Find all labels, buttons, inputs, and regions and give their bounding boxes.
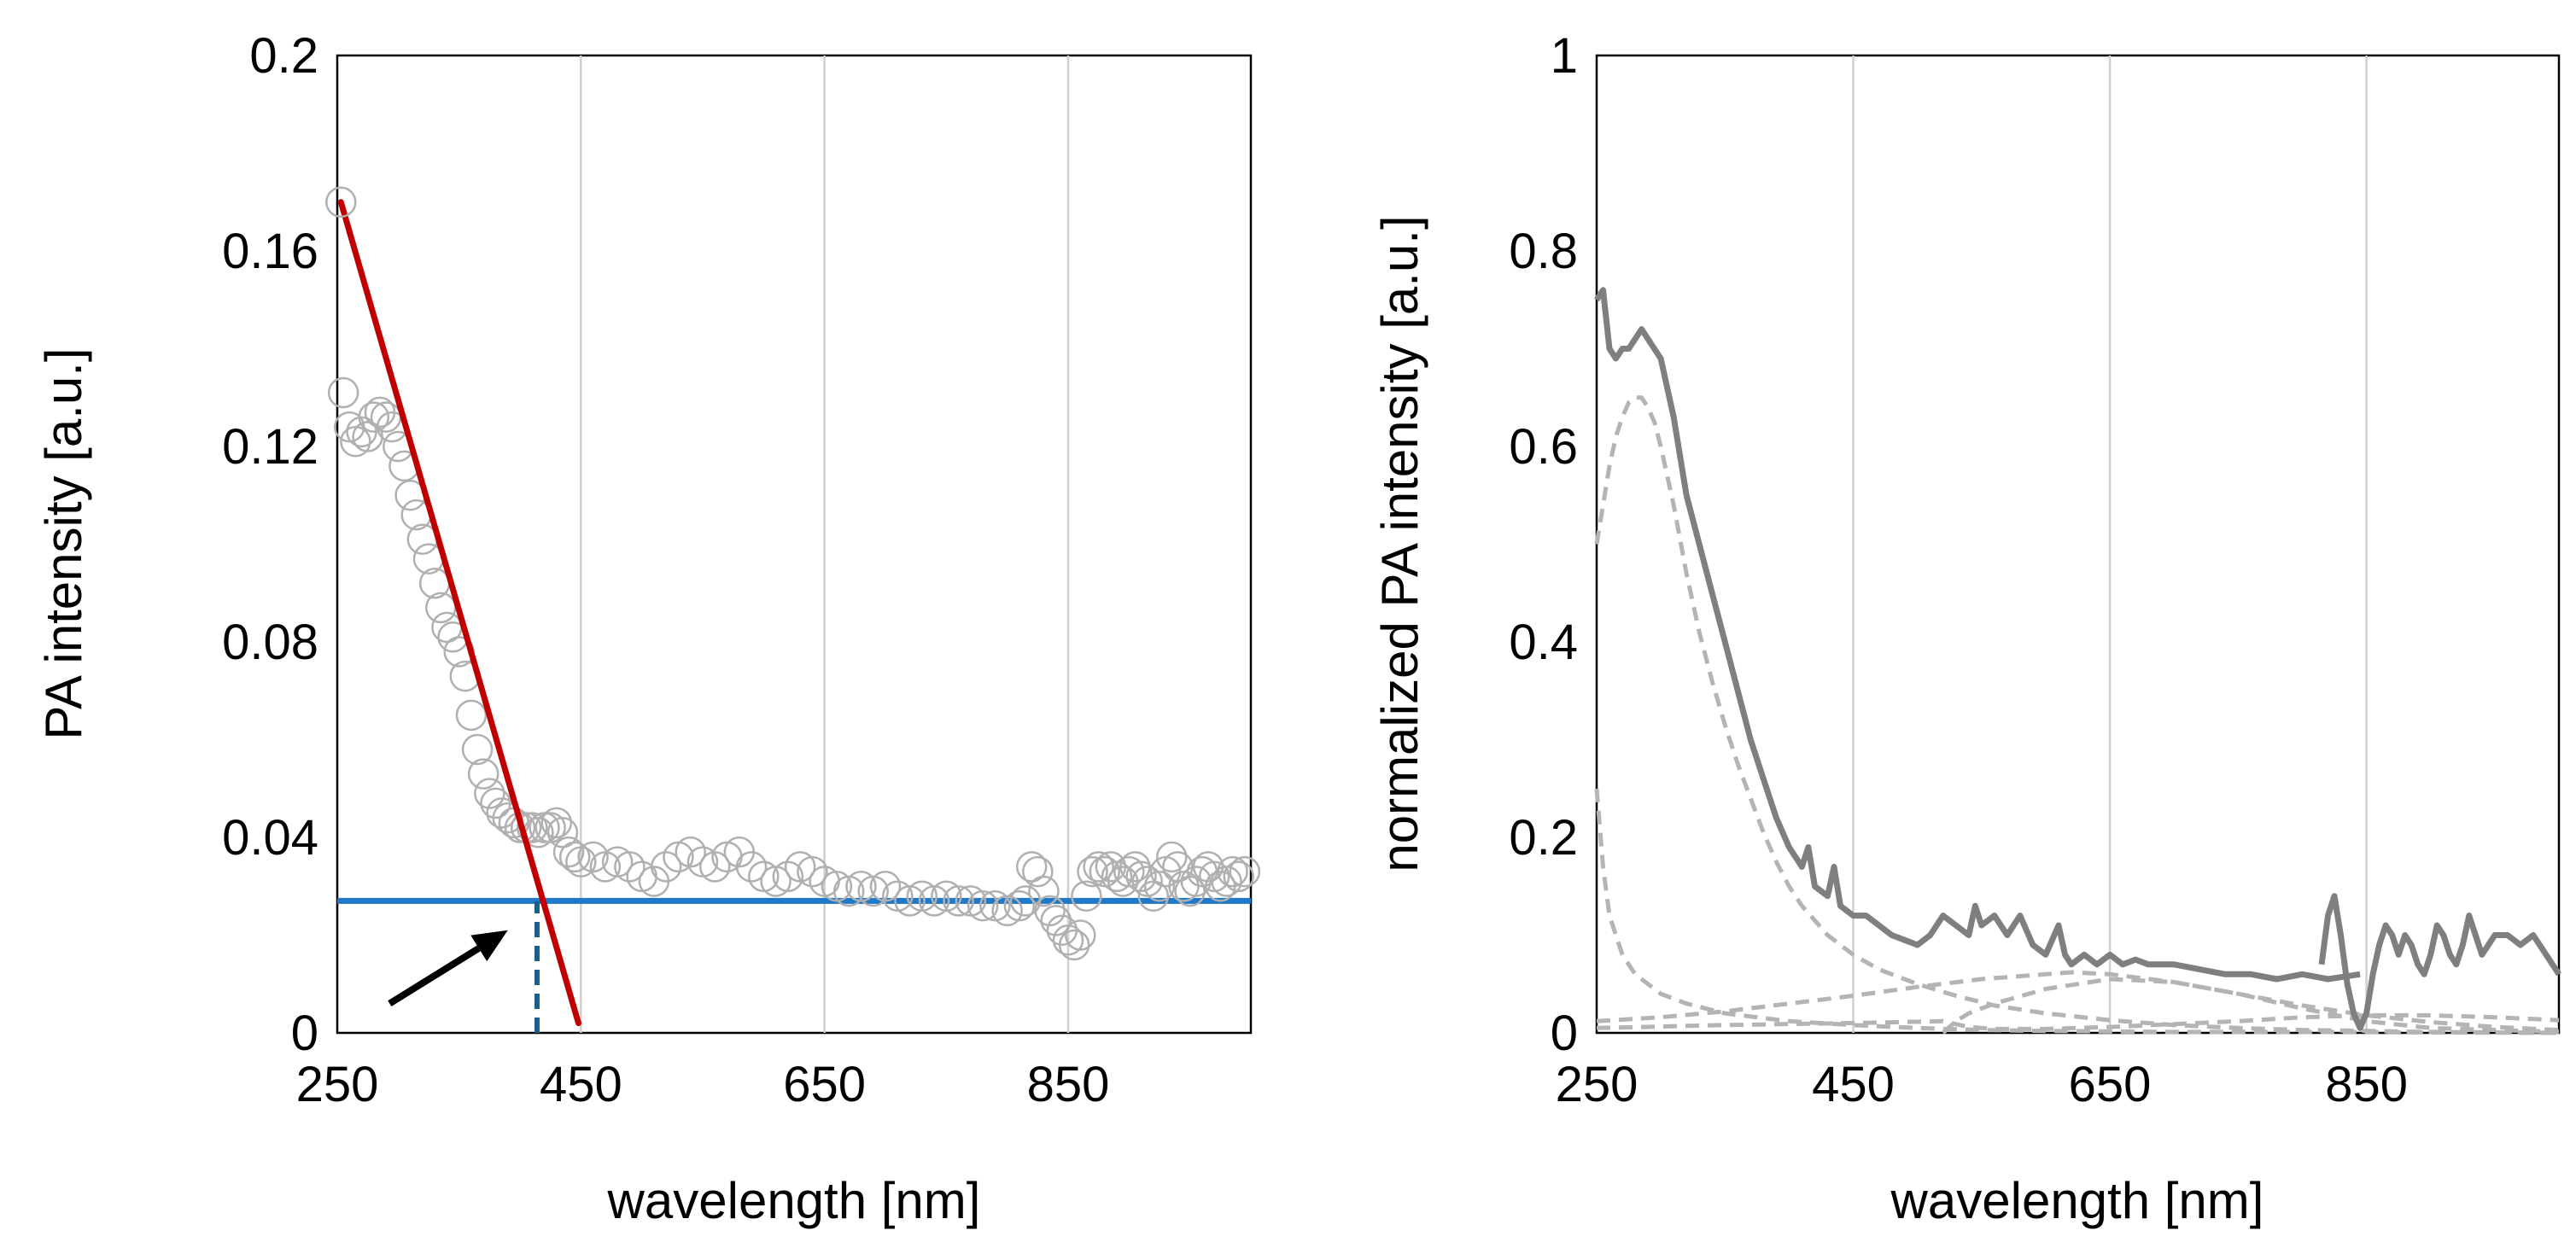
right-y-tick-label: 1 [1551, 28, 1578, 84]
right-chart-panel: 250 450 650 850 0 0.2 0.4 0.6 0.8 1 wavelength [… [1371, 28, 2561, 1229]
data-point-circle [1071, 880, 1102, 912]
data-point-circle [546, 817, 579, 849]
left-y-tick-label: 0.12 [222, 419, 318, 475]
right-x-tick-label: 850 [2325, 1057, 2408, 1112]
right-y-tick-label: 0.8 [1509, 224, 1578, 279]
fit-component-dashed-line [1596, 1012, 2560, 1031]
left-series-layer [325, 186, 1261, 1033]
data-point-circle [1143, 871, 1176, 902]
spectrum-line [1594, 287, 2361, 983]
data-point-circle [517, 812, 548, 843]
data-point-circle [1174, 875, 1206, 907]
data-point-circle [1022, 855, 1054, 888]
arrow-shaft [388, 945, 481, 1007]
right-y-axis-label: normalized PA intensity [a.u.] [1371, 215, 1428, 872]
right-x-tick-label: 650 [2069, 1057, 2152, 1112]
data-point-circle [558, 841, 591, 873]
fit-component-dashed-line [1594, 788, 2560, 1035]
arrow-head [470, 930, 508, 962]
data-point-circle [1083, 851, 1114, 883]
left-x-tick-labels: 250 450 650 850 [296, 1057, 1110, 1112]
data-point-circle [1040, 905, 1072, 936]
right-vertical-gridlines [1852, 55, 2368, 1033]
data-point-circle [461, 733, 494, 766]
data-point-circle [540, 807, 573, 839]
data-point-circle [327, 376, 359, 409]
data-point-circle [1003, 889, 1036, 922]
right-x-tick-label: 450 [1812, 1057, 1895, 1112]
spectrum-line-tail [2318, 893, 2561, 1031]
data-point-circle [772, 860, 804, 893]
data-point-circle [1223, 860, 1254, 893]
data-point-circle [1125, 860, 1157, 893]
left-plot-frame [336, 54, 1253, 1035]
right-y-tick-label: 0 [1551, 1006, 1578, 1061]
right-y-tick-label: 0.4 [1509, 615, 1578, 670]
right-y-tick-labels: 0 0.2 0.4 0.6 0.8 1 [1509, 28, 1578, 1061]
left-x-tick-label: 850 [1027, 1057, 1110, 1112]
data-point-circle [467, 758, 499, 790]
data-point-circle [1065, 919, 1096, 951]
right-series-layer [1594, 287, 2561, 1035]
right-x-tick-label: 250 [1556, 1057, 1638, 1112]
data-point-circle [370, 401, 402, 433]
left-y-tick-label: 0.2 [249, 28, 318, 84]
left-y-axis-label: PA intensity [a.u.] [35, 347, 92, 739]
data-point-circle [1015, 851, 1048, 883]
left-x-tick-label: 650 [783, 1057, 866, 1112]
data-point-circle [1077, 855, 1108, 888]
data-point-circle [455, 699, 488, 732]
data-point-circle [735, 851, 768, 883]
left-x-tick-label: 450 [540, 1057, 622, 1112]
data-point-circle [869, 871, 902, 902]
left-vertical-gridlines [580, 55, 1070, 1033]
data-point-circle [1058, 929, 1090, 961]
data-point-circle [552, 836, 585, 868]
data-point-circle [1034, 895, 1066, 927]
left-y-tick-label: 0 [291, 1006, 318, 1061]
left-y-tick-labels: 0 0.04 0.08 0.12 0.16 0.2 [222, 28, 318, 1061]
data-point-circle [675, 836, 706, 868]
data-point-circle [577, 841, 609, 873]
right-plot-frame [1595, 54, 2561, 1035]
data-point-circle [614, 851, 645, 883]
left-chart-panel: 250 450 650 850 0 0.04 0.08 0.12 0.16 0.2 wavele… [35, 28, 1261, 1229]
fit-component-dashed-line [1596, 970, 2560, 1033]
fit-component-dashed-line [1942, 977, 2560, 1035]
fit-component-dashed-line [1594, 395, 2560, 1035]
left-y-tick-label: 0.08 [222, 615, 318, 670]
left-x-tick-label: 250 [296, 1057, 379, 1112]
left-x-axis-label: wavelength [nm] [607, 1172, 981, 1229]
data-point-circle [650, 851, 682, 883]
left-y-tick-label: 0.16 [222, 224, 318, 279]
right-x-axis-label: wavelength [nm] [1890, 1172, 2264, 1229]
data-point-circle [1229, 855, 1261, 888]
data-point-circle [1137, 880, 1170, 912]
data-point-circle [1028, 875, 1060, 907]
data-point-circle [358, 401, 390, 433]
right-y-tick-label: 0.2 [1509, 810, 1578, 866]
data-point-circle [699, 851, 731, 883]
left-y-tick-label: 0.04 [222, 810, 318, 866]
right-y-tick-label: 0.6 [1509, 419, 1578, 475]
data-point-circle [797, 855, 828, 888]
data-point-circle [943, 885, 974, 917]
data-point-circle [1217, 855, 1248, 888]
fit-start-circle [325, 186, 357, 218]
right-x-tick-labels: 250 450 650 850 [1556, 1057, 2408, 1112]
data-point-circle [1156, 841, 1188, 873]
data-point-circle [967, 889, 999, 922]
data-point-circle [474, 778, 505, 809]
linear-fit-line [337, 199, 581, 1027]
